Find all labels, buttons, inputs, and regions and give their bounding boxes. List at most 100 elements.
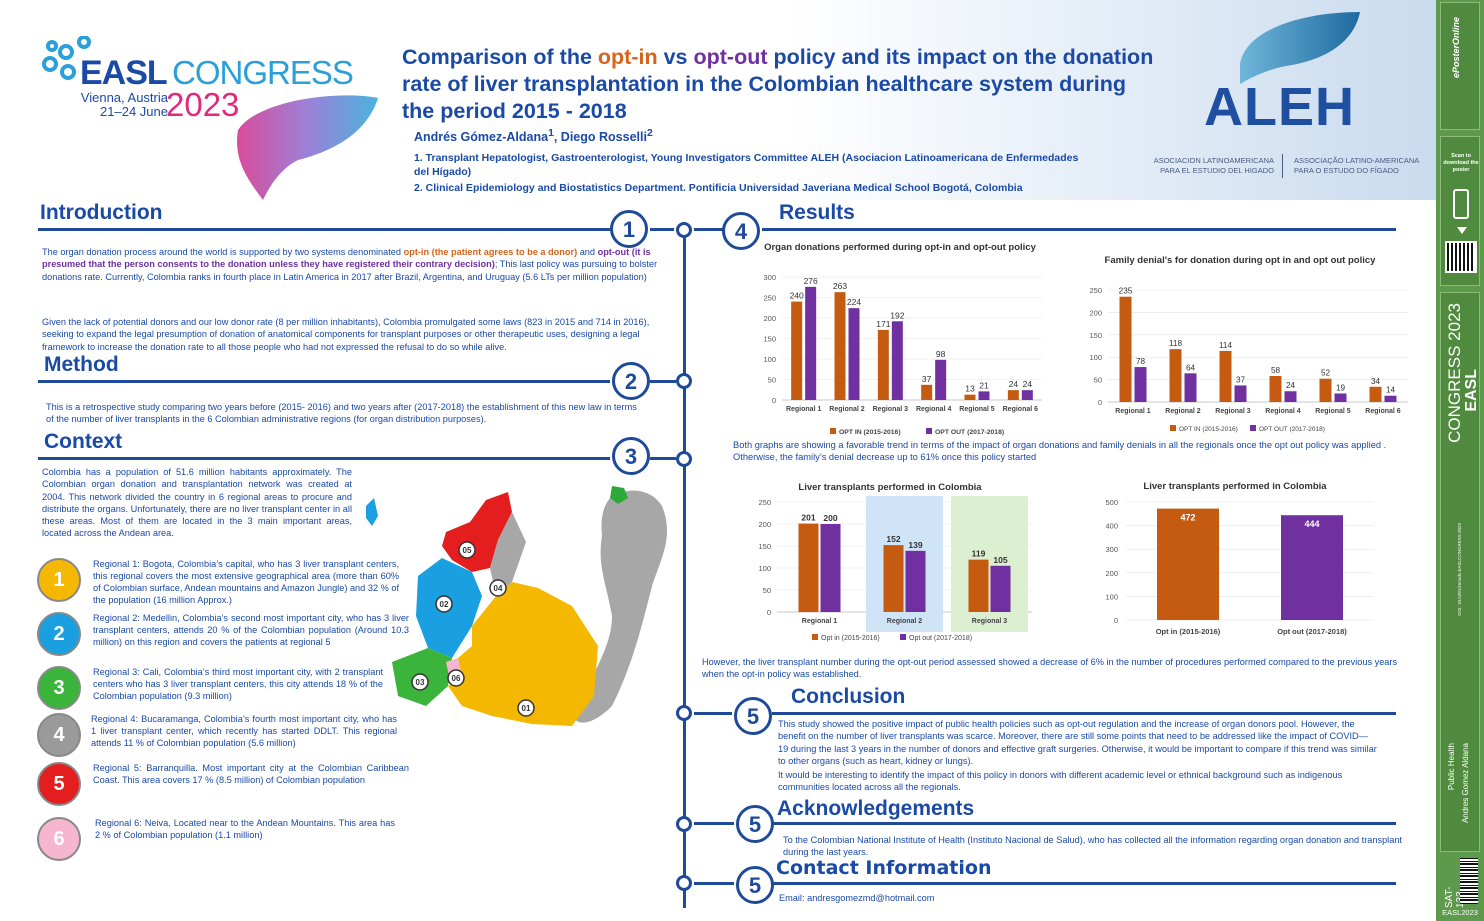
scan-label: Scan to download the poster (1443, 153, 1479, 173)
ack-rule (772, 822, 1396, 825)
sup-1: 1 (548, 128, 554, 139)
however-paragraph: However, the liver transplant number dur… (702, 657, 1398, 680)
connector-rule (694, 882, 734, 885)
y-tick-label: 0 (767, 608, 771, 617)
data-label: 24 (1009, 379, 1019, 389)
region-5-description: Regional 5: Barranquilla. Most important… (93, 763, 409, 785)
bar (1007, 390, 1019, 400)
bar (891, 321, 903, 400)
intro-text: ; This last policy was pursuing to bolst… (42, 259, 658, 282)
data-label: 24 (1023, 379, 1033, 389)
region-1-badge: 1 (37, 558, 81, 602)
x-tick-label: Regional 6 (1003, 406, 1039, 413)
bar (921, 384, 933, 400)
intro-paragraph-1: The organ donation process around the wo… (42, 246, 664, 283)
legend-swatch (830, 428, 836, 434)
map-label: 02 (440, 600, 449, 609)
data-label: 64 (1186, 363, 1196, 372)
connector-rule (650, 380, 676, 383)
south-america-shape (572, 490, 668, 723)
sidebar-footer: EASL2023 (1442, 908, 1478, 917)
title-optout: opt-out (693, 45, 768, 69)
timeline-node (676, 875, 692, 891)
region-2-description: Regional 2: Medellin, Colombia’s second … (93, 613, 409, 647)
chart-2-title: Family denial's for donation during opt … (1104, 255, 1376, 266)
affiliation-2: 2. Clinical Epidemiology and Biostatisti… (414, 182, 1023, 194)
bar (1021, 390, 1033, 400)
congress-box: CONGRESS 2023 EASL DOI: 10.5281/zenodo.E… (1440, 292, 1480, 852)
connector-rule (694, 228, 724, 231)
aleh-es-2: PARA EL ESTUDIO DEL HIGADO (1160, 166, 1274, 175)
bar (883, 545, 904, 612)
timeline-node (676, 373, 692, 389)
conclusion-paragraph-1: This study showed the positive impact of… (778, 719, 1377, 766)
legend-entry: OPT OUT (2017-2018) (935, 429, 1004, 436)
y-tick-label: 300 (763, 273, 776, 282)
map-label: 05 (463, 546, 472, 555)
y-tick-label: 150 (763, 335, 776, 344)
x-tick-label: Regional 3 (873, 406, 909, 413)
data-label: 114 (1219, 341, 1232, 350)
bar (1284, 391, 1297, 402)
map-label: 01 (522, 704, 531, 713)
x-tick-label: Regional 6 (1365, 408, 1401, 415)
data-label: 192 (890, 310, 904, 320)
map-label-marker (435, 595, 453, 613)
region-5-badge: 5 (37, 762, 81, 806)
data-label: 240 (790, 291, 804, 301)
intro-paragraph-2: Given the lack of potential donors and o… (42, 317, 650, 352)
eposter-box: ePosterOnline (1440, 2, 1480, 130)
timeline-line (683, 238, 686, 908)
region-1-description: Regional 1: Bogota, Colombia’s capital, … (93, 559, 399, 605)
aleh-logo: ALEH ASOCIACION LATINOAMERICANA PARA EL E… (1154, 8, 1430, 178)
section-number: 2 (612, 362, 650, 400)
data-label: 235 (1119, 287, 1133, 296)
title-optin: opt-in (597, 45, 658, 69)
connector-rule (694, 822, 734, 825)
data-label: 276 (804, 276, 818, 286)
affiliation-1: 1. Transplant Hepatologist, Gastroentero… (414, 152, 1079, 178)
author-2: , Diego Rosselli (553, 130, 647, 145)
section-number: 5 (734, 697, 772, 735)
y-tick-label: 200 (1089, 308, 1102, 317)
qr-code-icon[interactable] (1445, 241, 1477, 273)
data-label: 37 (922, 374, 932, 384)
eposter-label: ePosterOnline (1451, 17, 1461, 79)
region-4-description: Regional 4: Bucaramanga, Colombia’s four… (91, 714, 397, 748)
timeline-node (676, 222, 692, 238)
poster-title: Comparison of the opt-in vs opt-out poli… (402, 44, 1162, 125)
results-rule (762, 228, 1396, 231)
bar (968, 559, 989, 612)
sidebar-congress: CONGRESS 2023 (1445, 303, 1464, 443)
y-tick-label: 250 (758, 498, 771, 507)
bar (798, 523, 819, 612)
liver-icon (1240, 12, 1360, 84)
y-tick-label: 400 (1105, 522, 1118, 531)
contact-email[interactable]: Email: andresgomezmd@hotmail.com (779, 893, 935, 903)
liver-mesh-icon (237, 95, 378, 200)
y-tick-label: 0 (772, 396, 776, 405)
context-paragraph: Colombia has a population of 51.6 millio… (42, 467, 352, 539)
legend-swatch (1170, 425, 1176, 431)
cells-icon (42, 36, 91, 80)
easl-logo: EASL CONGRESS Vienna, Austria 21–24 June… (38, 36, 378, 200)
y-tick-label: 150 (1089, 331, 1102, 340)
bar (1169, 349, 1182, 402)
sidebar-year: 2023 (1445, 303, 1464, 341)
y-tick-label: 50 (1094, 376, 1102, 385)
author-1: Andrés Gómez-Aldana (414, 130, 549, 145)
bar (820, 524, 841, 612)
intro-rule (38, 228, 610, 231)
bar (978, 391, 990, 400)
y-tick-label: 0 (1098, 398, 1102, 407)
x-tick-label: Regional 4 (916, 406, 952, 413)
map-label: 04 (494, 584, 503, 593)
conclusion-paragraph-2: It would be interesting to identify the … (778, 770, 1343, 793)
method-rule (38, 380, 610, 383)
legend-swatch (900, 634, 906, 640)
easl-word: EASL (80, 54, 168, 92)
section-number: 3 (612, 437, 650, 475)
method-paragraph: This is a retrospective study comparing … (46, 402, 637, 425)
map-label-marker (447, 669, 465, 687)
